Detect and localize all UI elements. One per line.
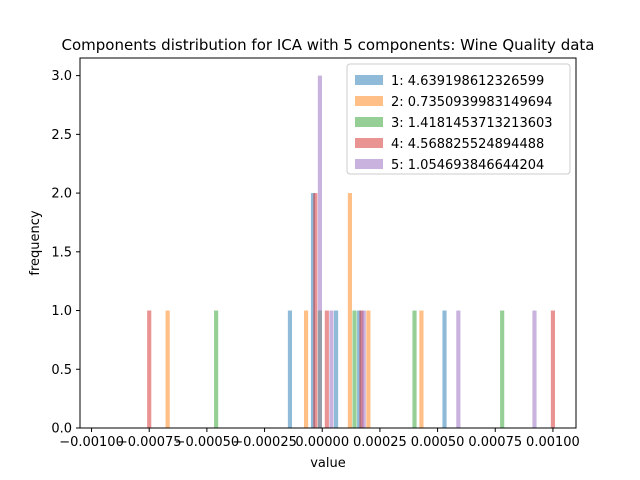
y-tick-label: 2.5 <box>51 128 72 143</box>
x-tick-label: 0.00025 <box>353 435 407 450</box>
bar-series-1-5 <box>442 310 447 428</box>
legend-label-5: 5: 1.054693846644204 <box>391 158 544 173</box>
bar-series-2-5 <box>419 310 424 428</box>
y-tick-label: 0.0 <box>51 422 72 437</box>
legend-label-4: 4: 4.568825524894488 <box>391 137 544 152</box>
bar-series-4-1 <box>147 310 152 428</box>
y-tick-label: 3.0 <box>51 69 72 84</box>
legend-label-3: 3: 1.4181453713213603 <box>391 116 553 131</box>
legend-swatch-3 <box>355 117 383 127</box>
bar-series-4-2 <box>313 193 318 428</box>
legend-swatch-5 <box>355 159 383 169</box>
plot-frame <box>79 57 577 429</box>
legend: 1: 4.639198612326599 2: 0.735093998314969… <box>346 63 571 175</box>
bar-series-1-2 <box>310 193 316 428</box>
legend-swatch-1 <box>355 75 383 85</box>
y-tick-label: 0.5 <box>51 363 72 378</box>
x-tick-label: −0.00025 <box>232 435 297 450</box>
legend-box <box>346 63 571 175</box>
x-axis-label: value <box>310 456 346 471</box>
y-tick-label: 1.5 <box>51 245 72 260</box>
bar-series-2-3 <box>347 193 352 428</box>
bar-series-5-4 <box>456 310 461 428</box>
x-tick-label: −0.00050 <box>175 435 240 450</box>
x-tick-label: 0.00050 <box>411 435 465 450</box>
y-tick-label: 1.0 <box>51 304 72 319</box>
y-axis-label: frequency <box>28 210 43 276</box>
x-tick-label: −0.00075 <box>117 435 182 450</box>
legend-label-2: 2: 0.7350939983149694 <box>391 95 553 110</box>
legend-swatch-2 <box>355 96 383 106</box>
bar-series-2-2 <box>304 310 309 428</box>
bar-series-3-4 <box>412 310 417 428</box>
bar-series-3-3 <box>352 310 357 428</box>
bar-series-1-4 <box>357 310 362 428</box>
bar-series-5-1 <box>317 75 322 429</box>
legend-label-1: 1: 4.639198612326599 <box>391 74 544 89</box>
legend-swatch-4 <box>355 138 383 148</box>
x-tick-label: 0.00075 <box>468 435 522 450</box>
bar-series-5-2 <box>329 310 334 428</box>
bar-series-5-5 <box>532 310 537 428</box>
bar-series-3-5 <box>500 310 505 428</box>
x-tick-label: −0.00100 <box>59 435 124 450</box>
bar-series-2-1 <box>165 310 170 428</box>
chart-title: Components distribution for ICA with 5 c… <box>62 36 595 54</box>
bar-series-3-1 <box>214 310 219 428</box>
x-tick-label: 0.00000 <box>295 435 349 450</box>
bar-series-1-1 <box>287 310 293 428</box>
bar-series-4-3 <box>324 310 329 428</box>
bars <box>147 75 555 429</box>
bar-series-4-4 <box>359 310 364 428</box>
bar-series-2-4 <box>366 310 371 428</box>
x-tick-label: 0.00100 <box>526 435 580 450</box>
bar-series-1-3 <box>334 310 339 428</box>
bar-series-4-5 <box>550 310 555 428</box>
y-tick-label: 2.0 <box>51 187 72 202</box>
y-axis: 0.0 0.5 1.0 1.5 2.0 2.5 3.0 <box>51 69 80 437</box>
bar-series-5-3 <box>361 310 366 428</box>
